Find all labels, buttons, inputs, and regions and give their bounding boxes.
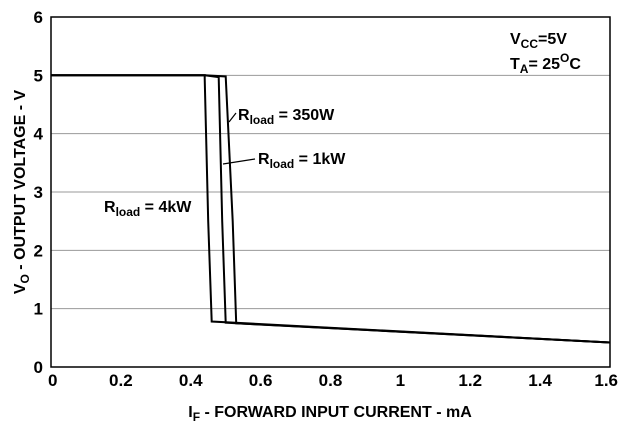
y-axis-title: VO - OUTPUT VOLTAGE - V (12, 90, 32, 295)
series-label-350w: Rload = 350W (238, 107, 335, 127)
x-tick-label: 0.2 (109, 371, 133, 390)
y-tick-label: 1 (34, 300, 43, 319)
leader-1kw (222, 158, 256, 165)
y-tick-label: 6 (34, 8, 43, 27)
series-label-1kw: Rload = 1kW (258, 151, 346, 171)
curves (51, 74, 611, 344)
x-tick-label: 1.6 (594, 371, 618, 390)
plot-frame (50, 16, 611, 368)
y-tick-label: 4 (34, 125, 44, 144)
x-tick-label: 0.4 (179, 371, 203, 390)
ta-condition: TA= 25OC (510, 51, 581, 76)
x-tick-label: 1 (396, 371, 405, 390)
y-tick-label: 5 (34, 66, 43, 85)
x-tick-label: 0.8 (319, 371, 343, 390)
y-tick-label: 0 (34, 358, 43, 377)
x-tick-label: 0.6 (249, 371, 273, 390)
series-line-2 (51, 74, 611, 344)
x-tick-label: 1.4 (528, 371, 552, 390)
series-label-4kw: Rload = 4kW (104, 199, 192, 219)
x-tick-label: 0 (48, 371, 57, 390)
y-tick-labels: 0 1 2 3 4 5 6 (34, 8, 44, 377)
y-tick-label: 2 (34, 241, 43, 260)
y-tick-label: 3 (34, 183, 43, 202)
leader-350w (228, 112, 237, 123)
x-tick-labels: 0 0.2 0.4 0.6 0.8 1 1.2 1.4 1.6 (48, 371, 618, 390)
x-axis-title: IF - FORWARD INPUT CURRENT - mA (188, 404, 472, 424)
vcc-condition: VCC=5V (510, 31, 567, 51)
x-tick-label: 1.2 (458, 371, 482, 390)
